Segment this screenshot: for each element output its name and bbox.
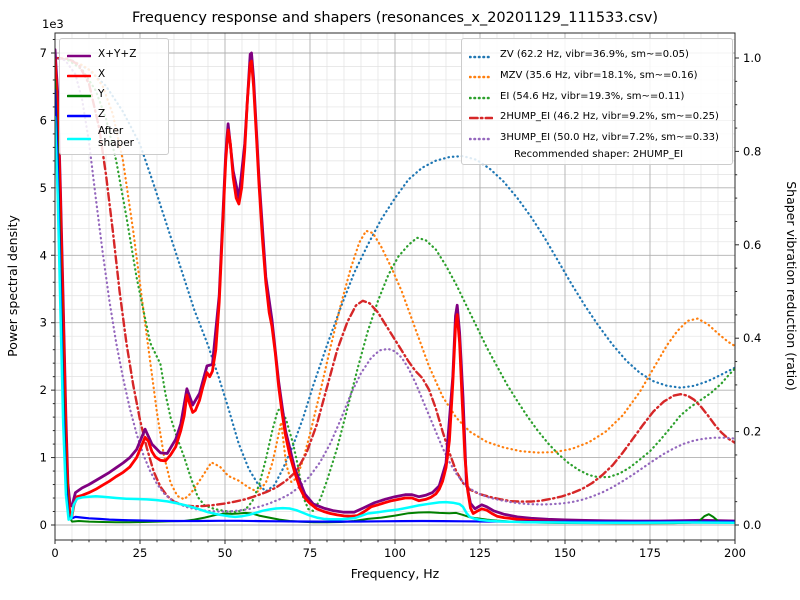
- legend-shapers-label: EI (54.6 Hz, vibr=19.3%, sm~=0.11): [500, 90, 685, 102]
- curves: [55, 48, 735, 525]
- ei-line-swatch-icon: [468, 96, 494, 100]
- x-tick-label: 25: [133, 546, 148, 560]
- y-left-tick-label: 1: [40, 451, 47, 465]
- y-left-tick-label: 7: [40, 46, 47, 60]
- series-ei: [55, 56, 735, 513]
- y-right-tick-label: 0.6: [743, 238, 761, 252]
- x-tick-label: 75: [303, 546, 318, 560]
- y-line-swatch-icon: [66, 94, 92, 98]
- series-zv: [55, 56, 735, 493]
- y-left-tick-label: 4: [40, 248, 47, 262]
- legend-shapers-item: EI (54.6 Hz, vibr=19.3%, sm~=0.11): [468, 87, 724, 106]
- series-mzv: [55, 56, 735, 501]
- legend-psd-item: Z: [66, 105, 160, 124]
- legend-psd-item: X+Y+Z: [66, 45, 160, 64]
- x-tick-label: 50: [218, 546, 233, 560]
- legend-shapers-item: ZV (62.2 Hz, vibr=36.9%, sm~=0.05): [468, 46, 724, 65]
- legend-shapers-label: 3HUMP_EI (50.0 Hz, vibr=7.2%, sm~=0.33): [500, 131, 719, 143]
- series-after-shaper: [55, 115, 735, 525]
- recommended-shaper-note: Recommended shaper: 2HUMP_EI: [514, 148, 684, 160]
- after-shaper-line-swatch-icon: [66, 137, 92, 140]
- x-tick-label: 100: [384, 546, 406, 560]
- y-right-tick-label: 1.0: [743, 51, 761, 65]
- legend-psd-item: Y: [66, 85, 160, 104]
- legend-psd-label: Y: [98, 88, 105, 101]
- x-y-z-line-swatch-icon: [66, 54, 92, 58]
- 2hump-ei-line-swatch-icon: [468, 117, 494, 120]
- x-tick-label: 200: [724, 546, 746, 560]
- legend-shapers: ZV (62.2 Hz, vibr=36.9%, sm~=0.05) MZV (3…: [461, 38, 733, 165]
- legend-shapers-label: ZV (62.2 Hz, vibr=36.9%, sm~=0.05): [500, 49, 689, 61]
- legend-psd-label: Z: [98, 108, 106, 121]
- 3hump-ei-line-swatch-icon: [468, 137, 494, 141]
- axis-ticks: 0 25 50 75 100 125 150 175 200 0 1 2 3 4 5 6 7 0.0 0.2 0.4 0…: [40, 39, 761, 560]
- mzv-line-swatch-icon: [468, 75, 494, 79]
- y-left-tick-label: 6: [40, 113, 47, 127]
- series-2hump-ei: [55, 56, 735, 508]
- y-left-tick-label: 3: [40, 316, 47, 330]
- y-left-axis-label: Power spectral density: [5, 215, 20, 357]
- y-right-tick-label: 0.8: [743, 144, 761, 158]
- y-left-tick-label: 2: [40, 383, 47, 397]
- legend-psd-label: X+Y+Z: [98, 48, 137, 61]
- y-right-axis-label: Shaper vibration reduction (ratio): [784, 181, 799, 391]
- y-right-tick-label: 0.4: [743, 331, 761, 345]
- y-left-offset-text: 1e3: [42, 17, 64, 31]
- zv-line-swatch-icon: [468, 55, 494, 58]
- x-tick-label: 175: [639, 546, 661, 560]
- legend-psd-label: After shaper: [98, 125, 135, 150]
- y-left-tick-label: 5: [40, 181, 47, 195]
- legend-shapers-item: 2HUMP_EI (46.2 Hz, vibr=9.2%, sm~=0.25): [468, 107, 724, 126]
- legend-psd-item: After shaper: [66, 125, 160, 150]
- x-axis-label: Frequency, Hz: [351, 566, 440, 581]
- z-line-swatch-icon: [66, 114, 92, 118]
- chart-title: Frequency response and shapers (resonanc…: [132, 10, 658, 26]
- legend-psd: X+Y+Z X Y Z After shaper: [59, 38, 169, 156]
- legend-psd-label: X: [98, 68, 106, 81]
- y-right-tick-label: 0.0: [743, 518, 761, 532]
- series-x: [55, 58, 735, 524]
- legend-shapers-item: MZV (35.6 Hz, vibr=18.1%, sm~=0.16): [468, 66, 724, 85]
- x-tick-label: 150: [554, 546, 576, 560]
- series-3hump-ei: [55, 56, 735, 513]
- y-left-tick-label: 0: [40, 518, 47, 532]
- legend-shapers-label: MZV (35.6 Hz, vibr=18.1%, sm~=0.16): [500, 69, 698, 81]
- x-tick-label: 0: [51, 546, 58, 560]
- legend-shapers-item: 3HUMP_EI (50.0 Hz, vibr=7.2%, sm~=0.33): [468, 128, 724, 147]
- legend-psd-item: X: [66, 65, 160, 84]
- y-right-tick-label: 0.2: [743, 425, 761, 439]
- x-tick-label: 125: [469, 546, 491, 560]
- legend-shapers-label: 2HUMP_EI (46.2 Hz, vibr=9.2%, sm~=0.25): [500, 111, 719, 123]
- x-line-swatch-icon: [66, 74, 92, 78]
